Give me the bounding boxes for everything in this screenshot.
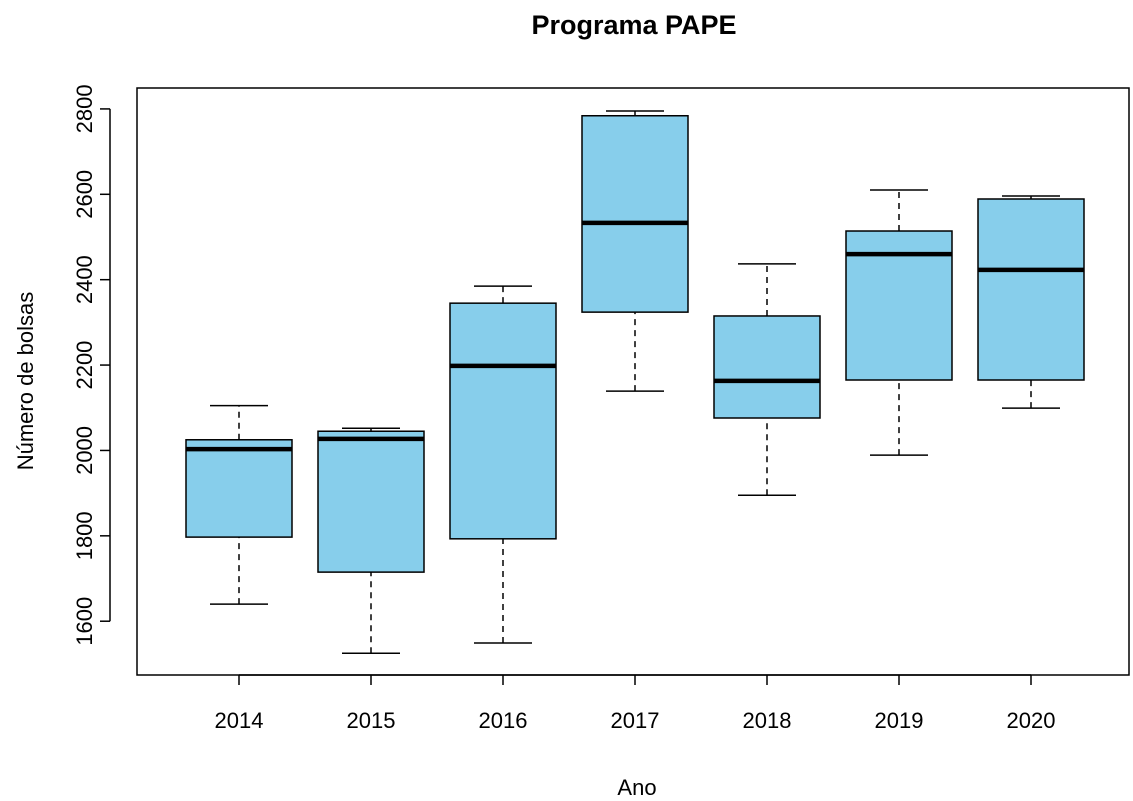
y-tick-label: 1800 — [72, 511, 97, 560]
box — [977, 198, 1085, 381]
y-tick-label: 2800 — [72, 84, 97, 133]
y-axis-label: Número de bolsas — [13, 292, 38, 471]
x-axis-label: Ano — [617, 775, 656, 800]
y-tick-label: 2200 — [72, 341, 97, 390]
chart-title: Programa PAPE — [531, 10, 736, 40]
x-tick-label: 2019 — [875, 708, 924, 733]
x-tick-label: 2017 — [611, 708, 660, 733]
x-tick-label: 2015 — [347, 708, 396, 733]
box — [185, 439, 293, 538]
x-tick-label: 2020 — [1007, 708, 1056, 733]
box — [449, 302, 557, 540]
y-tick-label: 1600 — [72, 597, 97, 646]
y-tick-label: 2600 — [72, 170, 97, 219]
x-tick-label: 2016 — [479, 708, 528, 733]
x-tick-label: 2014 — [215, 708, 264, 733]
box — [713, 315, 821, 419]
box — [581, 114, 689, 313]
y-tick-label: 2000 — [72, 426, 97, 475]
y-tick-label: 2400 — [72, 255, 97, 304]
box — [317, 430, 425, 573]
x-tick-label: 2018 — [743, 708, 792, 733]
